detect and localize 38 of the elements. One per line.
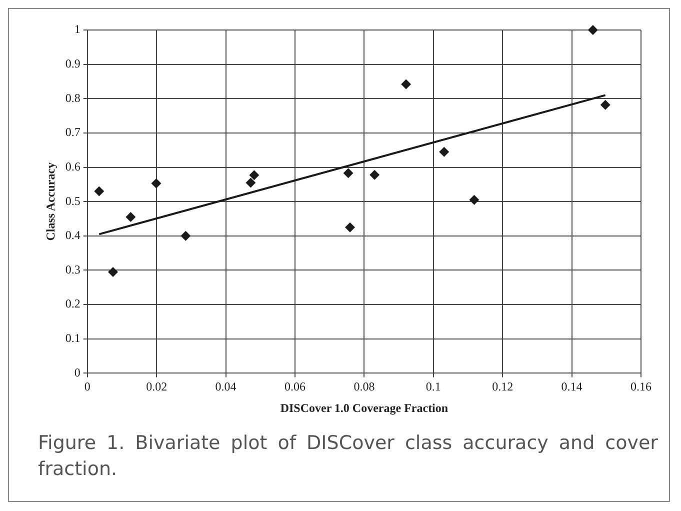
y-tick-label: 0.5 [65, 194, 80, 208]
point [370, 170, 380, 180]
x-tick-label: 0.14 [561, 380, 582, 394]
y-tick-label: 0.9 [65, 56, 80, 70]
point [401, 79, 412, 90]
x-tick-label: 0.02 [146, 380, 168, 394]
x-tick-label: 0.06 [284, 380, 306, 394]
y-axis-title: Class Accuracy [43, 162, 58, 241]
point [249, 170, 260, 180]
x-axis-title: DISCover 1.0 Coverage Fraction [280, 400, 448, 415]
point [126, 212, 136, 222]
point [345, 222, 356, 232]
point [180, 230, 191, 241]
y-tick-label: 1 [74, 22, 80, 36]
caption: Figure 1. Bivariate plot of DISCover class accuracy and cover fraction. [38, 431, 658, 482]
x-tick-label: 0.08 [354, 380, 375, 394]
point [151, 178, 162, 188]
x-tick-label: 0.04 [215, 380, 236, 394]
y-tick-label: 0.4 [65, 228, 80, 242]
x-tick-label: 0.16 [630, 380, 652, 394]
point [108, 266, 118, 277]
y-tick-label: 0 [74, 365, 80, 380]
point [343, 168, 354, 178]
point [588, 25, 598, 35]
y-tick-label: 0.1 [65, 331, 80, 346]
y-tick-label: 0.8 [65, 90, 80, 105]
y-tick-label: 0.6 [65, 159, 80, 174]
point [246, 178, 256, 188]
y-tick-label: 0.3 [65, 262, 80, 276]
point [600, 100, 610, 110]
point [94, 186, 104, 196]
point [469, 194, 480, 205]
x-tick-label: 0 [84, 380, 90, 394]
y-tick-label: 0.2 [65, 296, 80, 311]
y-tick-label: 0.7 [65, 125, 80, 140]
point [439, 146, 450, 157]
x-tick-label: 0.12 [492, 380, 514, 394]
x-tick-label: 0.1 [426, 380, 441, 394]
